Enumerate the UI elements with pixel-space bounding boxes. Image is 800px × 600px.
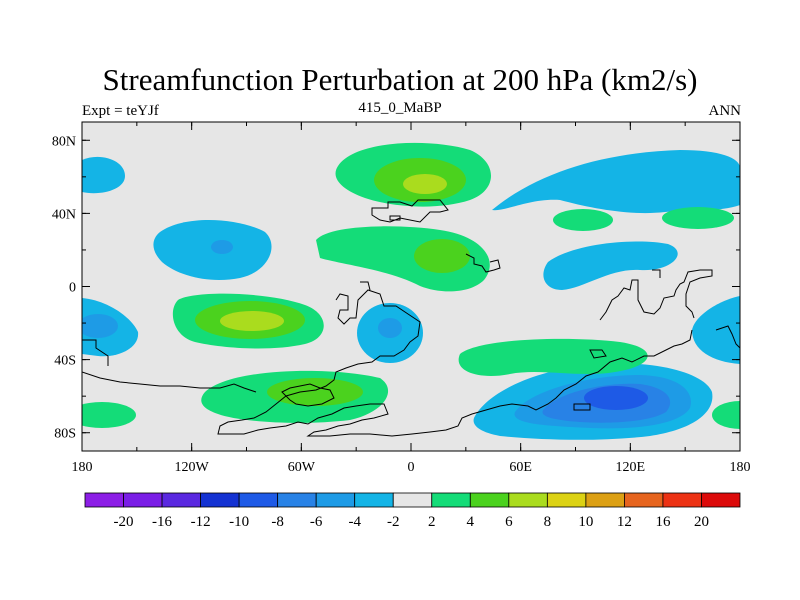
colorbar-label: 2 (428, 514, 436, 530)
season-label: ANN (708, 103, 742, 119)
colorbar-swatch (200, 492, 240, 508)
colorbar-swatch (469, 492, 510, 508)
pos-region-north-pacific-far-east (662, 207, 734, 229)
experiment-label: Expt = teYJf (82, 103, 159, 119)
coastlines (82, 199, 740, 437)
pos-core-eurasia (414, 239, 470, 273)
y-tick-label: 40S (54, 354, 76, 369)
colorbar-label: 8 (544, 514, 552, 530)
pos-level-south-atlantic (267, 378, 363, 406)
y-tick-label: 0 (69, 281, 76, 296)
coast-west-pacific-2 (82, 371, 257, 393)
coast-arctic-island (389, 215, 401, 221)
y-tick-label: 80S (54, 427, 76, 442)
neg-core-north-america (211, 240, 233, 254)
colorbar-label: -4 (348, 514, 361, 530)
neg-region-asia (543, 241, 678, 290)
contour-fills (82, 142, 740, 440)
pos-region-indian-ocean (458, 338, 648, 376)
colorbar-label: -10 (229, 514, 249, 530)
x-tick-label: 120W (175, 460, 210, 475)
colorbar-swatch (84, 492, 124, 508)
coast-southern-island (573, 403, 591, 411)
colorbar-label: -6 (310, 514, 323, 530)
coast-west-pacific (82, 339, 109, 366)
colorbar-swatch (238, 492, 279, 508)
coast-india (599, 269, 713, 321)
colorbar-label: 6 (505, 514, 513, 530)
colorbar-swatch (546, 492, 587, 508)
pos-core-south-pacific (220, 311, 284, 331)
pos-region-north-pacific-east (553, 209, 613, 231)
x-tick-label: 180 (730, 460, 751, 475)
coast-south-east (715, 325, 740, 349)
colorbar-label: -12 (191, 514, 211, 530)
x-tick-label: 60W (288, 460, 316, 475)
colorbar-label: -8 (271, 514, 284, 530)
chart-title: Streamfunction Perturbation at 200 hPa (… (102, 62, 698, 97)
colorbar-label: 4 (467, 514, 475, 530)
neg-core-south-pacific-west (82, 314, 118, 338)
colorbar-label: -16 (152, 514, 172, 530)
colorbar-label: 12 (617, 514, 632, 530)
pos-region-southern-far-east (712, 401, 740, 429)
colorbar-label: 20 (694, 514, 709, 530)
colorbar-swatch (624, 492, 664, 508)
colorbar-swatch (315, 492, 356, 508)
colorbar-swatch (354, 492, 394, 508)
case-label: 415_0_MaBP (358, 100, 442, 116)
colorbar-swatch (392, 492, 433, 508)
y-tick-label: 80N (52, 134, 76, 149)
coast-east-asia (652, 269, 661, 278)
colorbar-swatch (585, 492, 625, 508)
colorbar-swatch (123, 492, 163, 508)
colorbar-label: 10 (578, 514, 593, 530)
colorbar-label: -2 (387, 514, 400, 530)
colorbar-swatch (161, 492, 201, 508)
axis-ticks: 180 120W 60W 0 60E 120E 180 80N 40N 0 40S 80S (52, 122, 751, 475)
pos-region-southern-west (82, 402, 136, 428)
coast-antarctic-peninsula (281, 383, 335, 407)
coast-asia (465, 253, 501, 273)
colorbar-swatch (701, 492, 741, 508)
neg-region-north-pacific-west (82, 156, 125, 194)
colorbar-swatch (508, 492, 548, 508)
colorbar-swatch (431, 492, 471, 508)
neg-core-south-america (378, 318, 402, 338)
x-tick-label: 180 (72, 460, 93, 475)
coast-madagascar (589, 349, 607, 359)
x-tick-label: 120E (616, 460, 646, 475)
x-tick-label: 0 (408, 460, 415, 475)
colorbar-label: 16 (655, 514, 671, 530)
colorbar: -20 -16 -12 -10 -8 -6 -4 -2 2 4 6 8 10 12 16 20 (84, 492, 741, 530)
neg-core-southern-ocean (584, 386, 648, 410)
x-tick-label: 60E (509, 460, 532, 475)
colorbar-label: -20 (114, 514, 134, 530)
pos-core-north-atlantic (403, 174, 447, 194)
coast-south-america (217, 289, 693, 437)
colorbar-swatch (662, 492, 702, 508)
colorbar-swatch (277, 492, 317, 508)
neg-region-north-pacific-east (492, 150, 740, 214)
y-tick-label: 40N (52, 207, 76, 222)
coast-africa (360, 281, 371, 291)
